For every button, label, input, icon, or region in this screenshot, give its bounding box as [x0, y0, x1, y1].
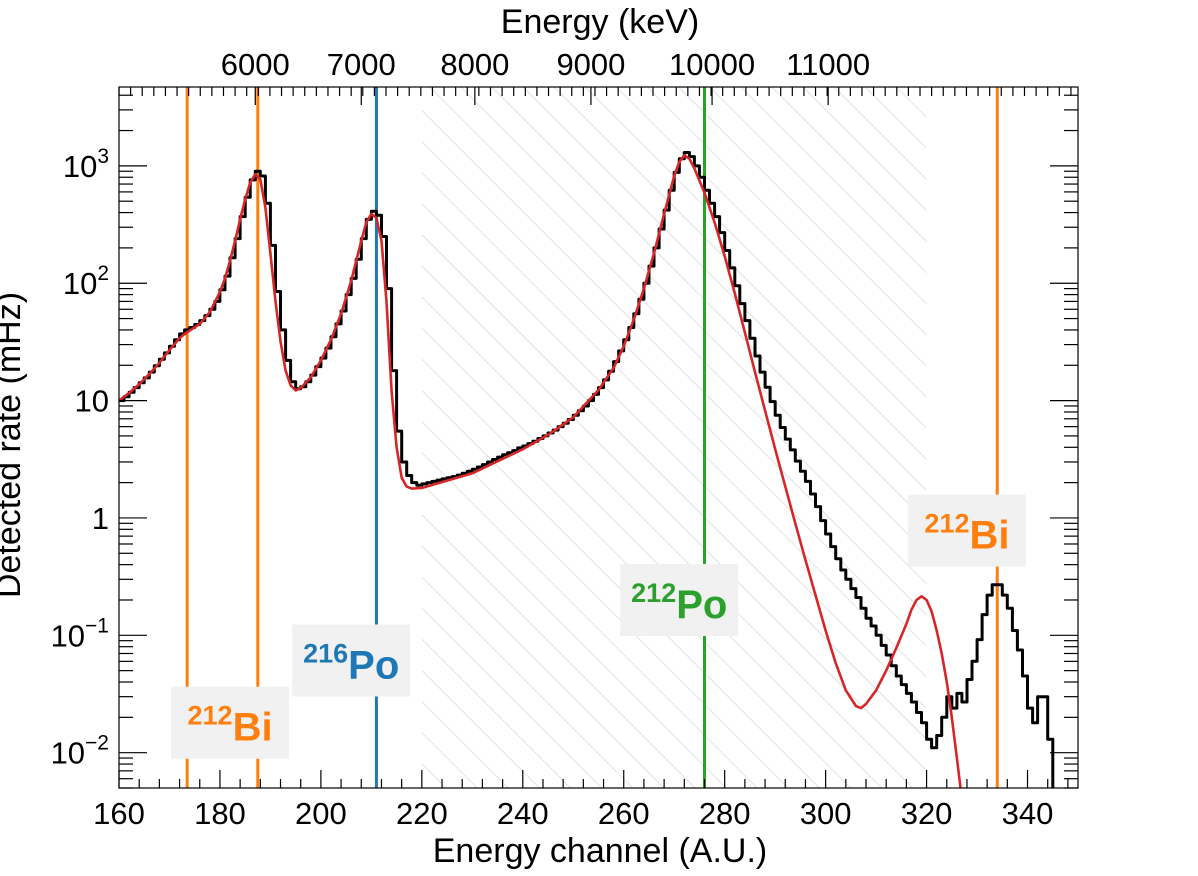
isotope-label: 212Bi — [188, 701, 273, 750]
isotope-label: 212Bi — [924, 509, 1009, 558]
data-histogram — [119, 151, 1055, 788]
x-tick-label: 280 — [699, 796, 751, 831]
x-tick-label: 180 — [194, 796, 246, 831]
top-tick-label: 9000 — [556, 47, 625, 82]
x-axis-title: Energy channel (A.U.) — [433, 832, 768, 870]
top-tick-label: 7000 — [327, 47, 396, 82]
x-tick-label: 300 — [800, 796, 852, 831]
isotope-label-box — [171, 686, 290, 759]
y-tick-label: 10 — [75, 384, 109, 419]
isotope-label-box — [620, 563, 739, 636]
fit-curve — [119, 154, 962, 788]
y-tick-label: 10−2 — [51, 732, 109, 771]
x-tick-label: 240 — [497, 796, 549, 831]
x-tick-label: 260 — [598, 796, 650, 831]
isotope-labels-group: 212Bi 216Po 212Po 212Bi — [171, 494, 1026, 759]
x-tick-label: 340 — [1002, 796, 1054, 831]
isotope-label-box — [292, 624, 411, 697]
series-group — [119, 151, 1055, 788]
y-tick-label: 103 — [63, 145, 109, 184]
x-tick-label: 220 — [396, 796, 448, 831]
x-tick-label: 320 — [901, 796, 953, 831]
top-tick-label: 8000 — [440, 47, 509, 82]
top-tick-label: 11000 — [786, 47, 870, 82]
isotope-label: 212Po — [631, 578, 727, 627]
y-tick-label: 10−1 — [51, 614, 109, 653]
y-tick-label: 1 — [92, 501, 109, 536]
y-tick-label: 102 — [63, 262, 109, 301]
y-axis-title: Detected rate (mHz) — [0, 292, 28, 598]
x-tick-label: 200 — [295, 796, 347, 831]
isotope-label-box — [907, 494, 1026, 567]
top-tick-label: 10000 — [669, 47, 755, 82]
top-tick-label: 6000 — [221, 47, 290, 82]
top-axis-title: Energy (keV) — [501, 3, 699, 41]
plot-frame — [118, 86, 1079, 789]
axis-ticks-group: 160 180 200 220 240 260 280 300 320 340 6000 7000 80… — [51, 47, 1078, 831]
isotope-label: 216Po — [303, 639, 399, 688]
hatched-region — [421, 87, 927, 788]
x-tick-label: 160 — [93, 796, 145, 831]
